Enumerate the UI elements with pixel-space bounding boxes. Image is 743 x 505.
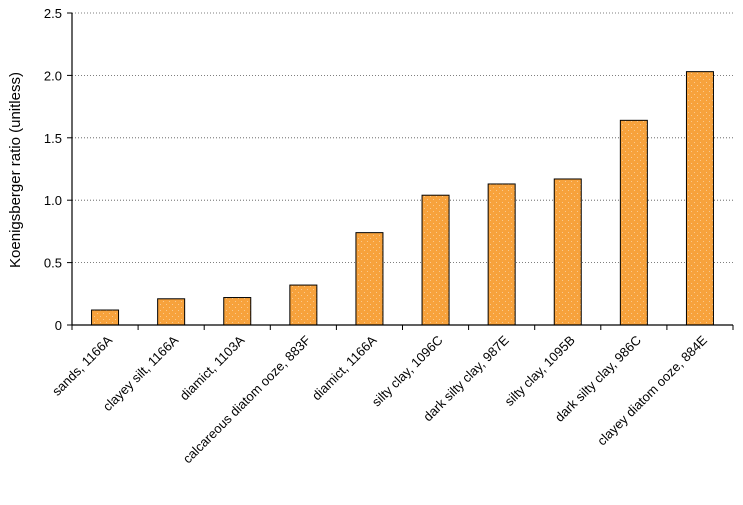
bar [553,178,582,326]
x-tick-label: silty clay, 1096C [369,333,446,410]
y-tick-label: 1.5 [44,131,62,146]
axes [67,12,734,330]
bar [157,298,186,326]
y-tick-label: 2.0 [44,68,62,83]
bar [289,284,318,326]
bar [421,194,450,326]
x-tick-label: sands, 1166A [49,332,115,398]
y-tick-label: 0 [55,318,62,333]
y-axis-title: Koenigsberger ratio (unitless) [7,72,24,268]
y-tick-label: 0.5 [44,256,62,271]
gridlines [72,12,733,264]
x-tick-label: diamict, 1166A [309,332,380,403]
bar [355,232,384,326]
y-tick-labels: 0 0.5 1.0 1.5 2.0 2.5 [44,6,62,333]
y-tick-label: 2.5 [44,6,62,21]
x-tick-label: diamict, 1103A [177,332,248,403]
x-tick-label: silty clay, 1095B [502,333,578,409]
x-tick-label: calcareous diatom ooze, 883F [180,332,314,466]
bars [91,71,714,326]
y-tick-label: 1.0 [44,193,62,208]
bar [91,309,120,326]
bar [685,71,714,326]
x-tick-label: clayey diatom ooze, 884E [594,332,710,448]
bar [619,119,648,326]
bar [223,297,252,326]
bar [487,183,516,326]
